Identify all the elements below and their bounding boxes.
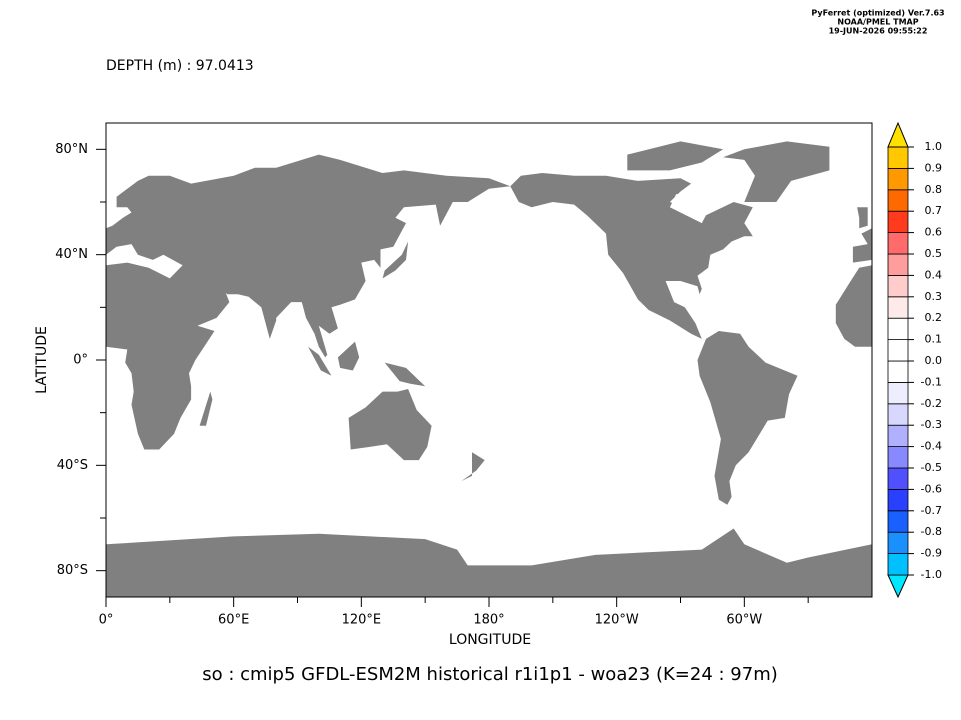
- y-tick-label: 40°S: [57, 458, 88, 473]
- colorbar-label: 0.2: [925, 311, 943, 324]
- land: [627, 141, 724, 171]
- colorbar-label: -0.9: [921, 547, 942, 560]
- land: [106, 154, 511, 450]
- sea: [106, 244, 183, 279]
- colorbar-box: [887, 403, 909, 426]
- colorbar-box: [887, 446, 909, 469]
- y-axis-label: LATITUDE: [34, 326, 50, 394]
- colorbar-box: [887, 210, 909, 233]
- colorbar-label: -0.1: [921, 375, 942, 388]
- land: [697, 331, 798, 505]
- chart-subtitle: so : cmip5 GFDL-ESM2M historical r1i1p1 …: [202, 664, 778, 685]
- x-axis-label: LONGITUDE: [449, 632, 531, 648]
- colorbar-label: -0.3: [921, 418, 942, 431]
- colorbar-box: [887, 296, 909, 319]
- colorbar-box: [887, 531, 909, 555]
- colorbar-box: [887, 488, 909, 512]
- x-tick-label: 120°W: [595, 613, 639, 628]
- chart-title: DEPTH (m) : 97.0413: [106, 58, 254, 74]
- colorbar-box: [887, 381, 909, 405]
- colorbar-label: -0.6: [921, 482, 942, 495]
- colorbar-box: [887, 274, 909, 298]
- land: [308, 346, 332, 376]
- x-tick-label: 0°: [99, 613, 114, 628]
- colorbar-label: -0.8: [921, 525, 942, 538]
- x-tick-label: 60°W: [726, 613, 762, 628]
- colorbar-box: [887, 146, 909, 169]
- x-tick-label: 60°E: [218, 613, 249, 628]
- colorbar-label: 0.7: [925, 204, 943, 217]
- land: [384, 362, 426, 387]
- land: [382, 241, 409, 279]
- colorbar-label: 0.8: [925, 183, 943, 196]
- colorbar-label: 0.9: [925, 161, 943, 174]
- colorbar-box: [887, 339, 909, 362]
- header-line: 19-JUN-2026 09:55:22: [829, 27, 928, 36]
- header-line: PyFerret (optimized) Ver.7.63: [811, 9, 944, 18]
- colorbar-label: 0.3: [925, 290, 943, 303]
- x-tick-label: 120°E: [342, 613, 382, 628]
- y-tick-label: 0°: [73, 353, 88, 368]
- land-layer: [106, 141, 872, 597]
- colorbar-label: -0.7: [921, 504, 942, 517]
- sea: [669, 194, 706, 224]
- land: [337, 341, 360, 371]
- land: [106, 528, 872, 597]
- colorbar-box: [887, 253, 909, 276]
- y-tick-label: 80°S: [57, 563, 88, 578]
- header-line: NOAA/PMEL TMAP: [837, 18, 918, 27]
- colorbar-box: [887, 167, 909, 191]
- colorbar-box: [887, 317, 909, 341]
- colorbar-label: 0.0: [925, 354, 943, 367]
- y-tick-label: 80°N: [55, 142, 88, 157]
- colorbar-box: [887, 553, 909, 576]
- colorbar-label: -1.0: [921, 568, 942, 581]
- land: [723, 141, 830, 202]
- colorbar-end: [887, 121, 909, 148]
- land: [857, 207, 868, 229]
- land: [835, 265, 872, 347]
- colorbar-label: -0.4: [921, 440, 942, 453]
- colorbar-end: [887, 574, 909, 599]
- x-tick-label: 180°: [473, 613, 504, 628]
- colorbar-label: -0.2: [921, 397, 942, 410]
- colorbar-label: 0.5: [925, 247, 943, 260]
- colorbar-label: 1.0: [925, 140, 943, 153]
- land: [348, 389, 432, 461]
- colorbar-label: -0.5: [921, 461, 942, 474]
- colorbar-label: 0.1: [925, 333, 943, 346]
- y-tick-label: 40°N: [55, 247, 88, 262]
- colorbar-box: [887, 510, 909, 533]
- land: [461, 452, 485, 482]
- land: [852, 228, 872, 263]
- colorbar-label: 0.4: [925, 268, 943, 281]
- colorbar-box: [887, 232, 909, 255]
- colorbar-box: [887, 467, 909, 490]
- land: [199, 391, 213, 426]
- colorbar-box: [887, 189, 909, 212]
- colorbar-box: [887, 360, 909, 383]
- colorbar-label: 0.6: [925, 226, 943, 239]
- colorbar-box: [887, 424, 909, 448]
